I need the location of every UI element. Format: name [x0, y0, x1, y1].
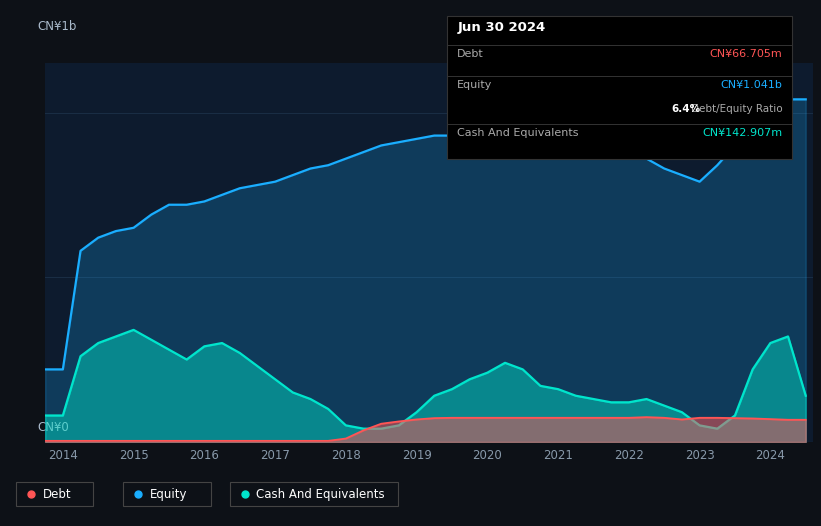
Bar — [16, 482, 93, 506]
Text: Debt: Debt — [457, 49, 484, 59]
Text: Debt: Debt — [43, 488, 71, 501]
Bar — [230, 482, 398, 506]
Text: CN¥142.907m: CN¥142.907m — [702, 128, 782, 138]
Text: Cash And Equivalents: Cash And Equivalents — [457, 128, 579, 138]
Text: Equity: Equity — [149, 488, 187, 501]
Text: 6.4%: 6.4% — [672, 104, 700, 114]
Text: Cash And Equivalents: Cash And Equivalents — [256, 488, 385, 501]
Text: Jun 30 2024: Jun 30 2024 — [457, 21, 545, 34]
Text: CN¥66.705m: CN¥66.705m — [709, 49, 782, 59]
Text: CN¥0: CN¥0 — [38, 421, 69, 434]
Text: Equity: Equity — [457, 80, 493, 90]
Bar — [123, 482, 211, 506]
Bar — [447, 16, 792, 159]
Text: CN¥1.041b: CN¥1.041b — [721, 80, 782, 90]
Text: Debt/Equity Ratio: Debt/Equity Ratio — [690, 104, 782, 114]
Text: CN¥1b: CN¥1b — [38, 20, 77, 33]
